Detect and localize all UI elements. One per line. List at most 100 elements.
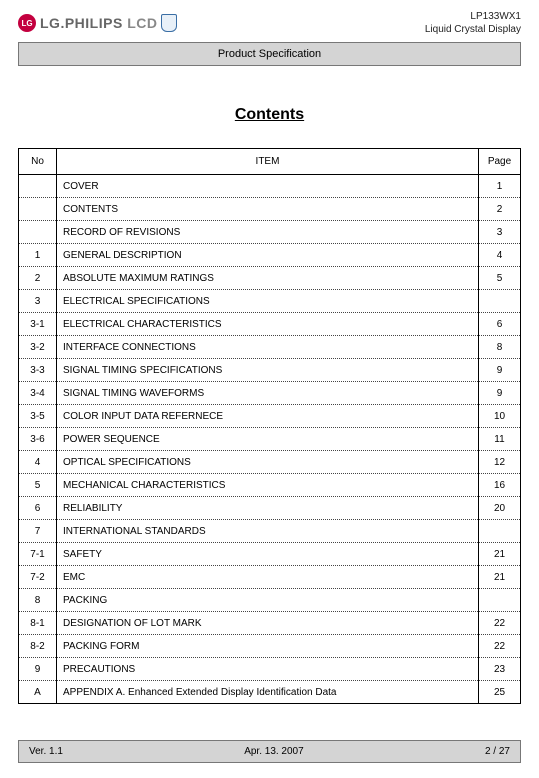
table-row: 7-2EMC21 (19, 566, 521, 589)
table-row: 7-1SAFETY21 (19, 543, 521, 566)
table-row: 2ABSOLUTE MAXIMUM RATINGS5 (19, 267, 521, 290)
philips-shield-icon (161, 14, 177, 32)
table-row: RECORD OF REVISIONS3 (19, 221, 521, 244)
cell-no: 3-6 (19, 428, 57, 451)
cell-item: EMC (57, 566, 479, 589)
cell-page: 21 (479, 566, 521, 589)
cell-no: 1 (19, 244, 57, 267)
table-row: COVER1 (19, 175, 521, 198)
logo-text: LG.PHILIPS LCD (40, 15, 157, 31)
table-row: 8-1DESIGNATION OF LOT MARK22 (19, 612, 521, 635)
cell-page (479, 589, 521, 612)
cell-no: 8 (19, 589, 57, 612)
cell-no: 3-3 (19, 359, 57, 382)
cell-page (479, 290, 521, 313)
cell-no: 3 (19, 290, 57, 313)
logo-text-a: LG.PHILIPS (40, 15, 123, 31)
table-row: 8PACKING (19, 589, 521, 612)
cell-no: 3-5 (19, 405, 57, 428)
cell-page: 25 (479, 681, 521, 704)
cell-no (19, 221, 57, 244)
cell-no: 7-2 (19, 566, 57, 589)
table-row: 3-2INTERFACE CONNECTIONS8 (19, 336, 521, 359)
product-type: Liquid Crystal Display (425, 23, 521, 36)
col-no: No (19, 149, 57, 175)
model-number: LP133WX1 (425, 10, 521, 23)
cell-item: SIGNAL TIMING SPECIFICATIONS (57, 359, 479, 382)
cell-item: PACKING FORM (57, 635, 479, 658)
table-row: 1GENERAL DESCRIPTION4 (19, 244, 521, 267)
cell-page: 4 (479, 244, 521, 267)
spec-bar: Product Specification (18, 42, 521, 66)
cell-page: 2 (479, 198, 521, 221)
table-header-row: No ITEM Page (19, 149, 521, 175)
cell-no (19, 198, 57, 221)
cell-item: POWER SEQUENCE (57, 428, 479, 451)
table-row: 6RELIABILITY20 (19, 497, 521, 520)
table-row: 3-4SIGNAL TIMING WAVEFORMS9 (19, 382, 521, 405)
cell-page: 21 (479, 543, 521, 566)
cell-item: INTERFACE CONNECTIONS (57, 336, 479, 359)
cell-item: ELECTRICAL CHARACTERISTICS (57, 313, 479, 336)
cell-item: ELECTRICAL SPECIFICATIONS (57, 290, 479, 313)
table-row: 3-1ELECTRICAL CHARACTERISTICS6 (19, 313, 521, 336)
cell-item: GENERAL DESCRIPTION (57, 244, 479, 267)
cell-no: 9 (19, 658, 57, 681)
cell-item: PRECAUTIONS (57, 658, 479, 681)
cell-no: 3-2 (19, 336, 57, 359)
cell-no: 2 (19, 267, 57, 290)
cell-no: A (19, 681, 57, 704)
cell-page: 22 (479, 635, 521, 658)
footer-date: Apr. 13. 2007 (244, 746, 304, 757)
table-row: CONTENTS2 (19, 198, 521, 221)
table-row: 3-5COLOR INPUT DATA REFERNECE10 (19, 405, 521, 428)
footer-page: 2 / 27 (485, 746, 510, 757)
cell-item: MECHANICAL CHARACTERISTICS (57, 474, 479, 497)
table-row: 3-6POWER SEQUENCE11 (19, 428, 521, 451)
cell-item: CONTENTS (57, 198, 479, 221)
cell-no: 5 (19, 474, 57, 497)
table-row: 8-2PACKING FORM22 (19, 635, 521, 658)
cell-page: 22 (479, 612, 521, 635)
cell-page: 1 (479, 175, 521, 198)
cell-page: 9 (479, 359, 521, 382)
cell-item: INTERNATIONAL STANDARDS (57, 520, 479, 543)
cell-item: DESIGNATION OF LOT MARK (57, 612, 479, 635)
footer-bar: Ver. 1.1 Apr. 13. 2007 2 / 27 (18, 740, 521, 763)
logo-block: LG LG.PHILIPS LCD (18, 14, 177, 32)
col-page: Page (479, 149, 521, 175)
footer-version: Ver. 1.1 (29, 746, 63, 757)
table-row: 9PRECAUTIONS23 (19, 658, 521, 681)
cell-no: 4 (19, 451, 57, 474)
table-row: AAPPENDIX A. Enhanced Extended Display I… (19, 681, 521, 704)
cell-item: APPENDIX A. Enhanced Extended Display Id… (57, 681, 479, 704)
cell-item: RELIABILITY (57, 497, 479, 520)
table-row: 7INTERNATIONAL STANDARDS (19, 520, 521, 543)
cell-no: 7 (19, 520, 57, 543)
lg-logo-icon: LG (18, 14, 36, 32)
cell-item: COLOR INPUT DATA REFERNECE (57, 405, 479, 428)
cell-page: 8 (479, 336, 521, 359)
page-header: LG LG.PHILIPS LCD LP133WX1 Liquid Crysta… (18, 10, 521, 36)
cell-item: OPTICAL SPECIFICATIONS (57, 451, 479, 474)
table-row: 3-3SIGNAL TIMING SPECIFICATIONS9 (19, 359, 521, 382)
cell-no: 6 (19, 497, 57, 520)
cell-page (479, 520, 521, 543)
cell-page: 20 (479, 497, 521, 520)
cell-page: 10 (479, 405, 521, 428)
cell-page: 11 (479, 428, 521, 451)
cell-page: 9 (479, 382, 521, 405)
cell-item: SIGNAL TIMING WAVEFORMS (57, 382, 479, 405)
cell-item: RECORD OF REVISIONS (57, 221, 479, 244)
cell-page: 16 (479, 474, 521, 497)
cell-page: 23 (479, 658, 521, 681)
cell-item: PACKING (57, 589, 479, 612)
cell-no: 8-2 (19, 635, 57, 658)
cell-no: 7-1 (19, 543, 57, 566)
contents-table: No ITEM Page COVER1CONTENTS2RECORD OF RE… (18, 148, 521, 704)
cell-item: ABSOLUTE MAXIMUM RATINGS (57, 267, 479, 290)
table-row: 3ELECTRICAL SPECIFICATIONS (19, 290, 521, 313)
table-row: 4OPTICAL SPECIFICATIONS12 (19, 451, 521, 474)
logo-text-b: LCD (127, 15, 157, 31)
cell-page: 12 (479, 451, 521, 474)
